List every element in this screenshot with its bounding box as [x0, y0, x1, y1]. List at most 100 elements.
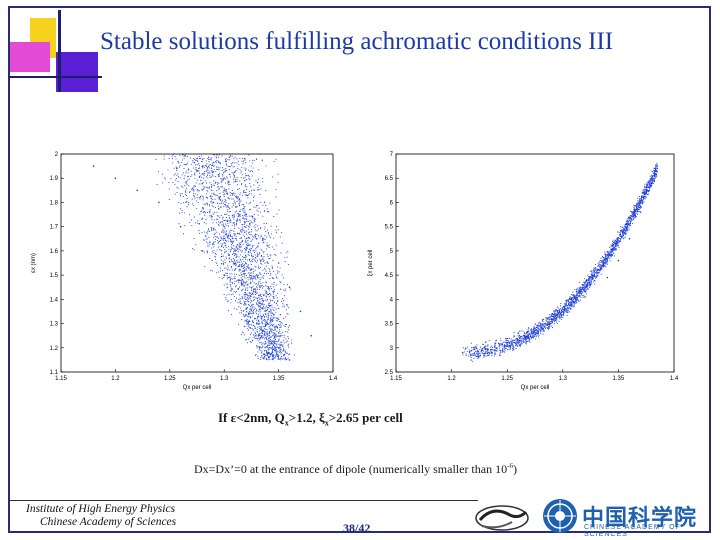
- scatter-point: [553, 314, 555, 316]
- scatter-point: [214, 207, 216, 209]
- scatter-point: [267, 355, 270, 357]
- scatter-point: [175, 179, 177, 181]
- scatter-point: [238, 299, 240, 301]
- scatter-point: [269, 341, 271, 343]
- scatter-point: [246, 321, 248, 323]
- scatter-point: [275, 333, 277, 335]
- scatter-point: [251, 231, 253, 233]
- scatter-point: [246, 300, 248, 302]
- scatter-point: [491, 349, 493, 351]
- scatter-point: [265, 291, 267, 293]
- scatter-point: [259, 285, 261, 287]
- scatter-point: [233, 165, 235, 167]
- scatter-point: [259, 253, 261, 255]
- scatter-point: [249, 333, 251, 335]
- scatter-point: [576, 289, 578, 291]
- scatter-point: [212, 175, 214, 177]
- scatter-point: [249, 321, 251, 323]
- scatter-point: [185, 170, 187, 172]
- scatter-point: [461, 351, 464, 354]
- scatter-point: [237, 196, 239, 198]
- scatter-point: [515, 347, 517, 350]
- scatter-point: [265, 292, 267, 294]
- scatter-point: [201, 158, 204, 160]
- scatter-point: [265, 281, 267, 283]
- scatter-point: [270, 312, 272, 314]
- scatter-point: [558, 313, 560, 315]
- scatter-point: [230, 162, 232, 164]
- scatter-point: [252, 159, 254, 161]
- scatter-point: [606, 259, 608, 261]
- scatter-point: [239, 268, 241, 270]
- scatter-point: [248, 321, 250, 324]
- scatter-point: [243, 260, 245, 263]
- scatter-point: [233, 232, 235, 234]
- scatter-point: [186, 187, 188, 189]
- scatter-point: [245, 249, 247, 251]
- scatter-point: [267, 344, 269, 346]
- scatter-point: [248, 319, 250, 321]
- scatter-point: [584, 285, 586, 288]
- scatter-point: [649, 187, 651, 189]
- scatter-point: [235, 253, 237, 256]
- scatter-point: [158, 201, 160, 204]
- scatter-point: [178, 201, 180, 203]
- scatter-point: [241, 279, 243, 281]
- scatter-point: [225, 158, 227, 160]
- scatter-point: [260, 202, 262, 204]
- scatter-point: [619, 232, 621, 234]
- scatter-point: [197, 201, 199, 204]
- scatter-point: [210, 198, 212, 200]
- scatter-point: [209, 209, 211, 211]
- scatter-point: [242, 217, 244, 220]
- scatter-point: [182, 172, 184, 174]
- scatter-point: [227, 181, 229, 183]
- scatter-point: [271, 246, 273, 248]
- scatter-point: [642, 197, 645, 199]
- scatter-point: [211, 202, 213, 204]
- scatter-point: [282, 339, 284, 341]
- scatter-point: [471, 360, 473, 362]
- scatter-point: [605, 261, 607, 263]
- scatter-point: [240, 246, 242, 248]
- scatter-point: [273, 270, 275, 272]
- scatter-point: [245, 263, 247, 265]
- scatter-point: [263, 336, 265, 338]
- scatter-point: [232, 192, 235, 194]
- scatter-point: [223, 232, 225, 234]
- scatter-point: [616, 241, 618, 243]
- scatter-point: [279, 323, 281, 325]
- scatter-point: [214, 229, 216, 231]
- scatter-point: [252, 189, 254, 191]
- scatter-point: [240, 274, 242, 276]
- scatter-point: [208, 236, 210, 238]
- scatter-point: [246, 259, 248, 261]
- scatter-point: [230, 293, 232, 295]
- scatter-point: [247, 296, 249, 299]
- scatter-point: [216, 218, 218, 220]
- scatter-point: [569, 311, 571, 313]
- scatter-point: [204, 186, 206, 188]
- scatter-point: [261, 354, 263, 357]
- scatter-point: [240, 272, 242, 274]
- scatter-point: [276, 226, 278, 228]
- scatter-point: [254, 354, 256, 357]
- scatter-point: [242, 163, 244, 165]
- scatter-point: [187, 172, 189, 174]
- scatter-point: [535, 333, 537, 335]
- scatter-point: [247, 265, 249, 267]
- scatter-point: [244, 162, 247, 164]
- scatter-point: [285, 352, 287, 354]
- scatter-point: [532, 330, 534, 332]
- scatter-point: [193, 196, 195, 198]
- scatter-point: [640, 202, 642, 204]
- scatter-point: [261, 287, 264, 289]
- scatter-point: [247, 195, 249, 197]
- scatter-point: [562, 311, 564, 314]
- scatter-point: [189, 190, 191, 192]
- scatter-point: [269, 302, 271, 304]
- scatter-point: [502, 341, 505, 343]
- scatter-point: [235, 263, 237, 265]
- scatter-point: [266, 346, 268, 348]
- scatter-point: [623, 231, 625, 233]
